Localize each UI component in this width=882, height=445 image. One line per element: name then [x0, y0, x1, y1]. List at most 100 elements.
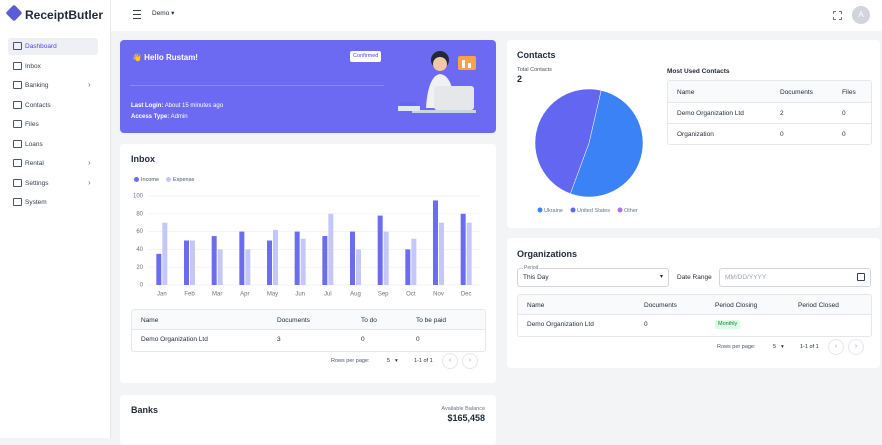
bar: [211, 236, 217, 285]
x-tick-label: Feb: [184, 292, 195, 298]
page-range: 1-1 of 1: [800, 344, 819, 350]
balance: $165,458: [447, 413, 485, 423]
contacts-table: Name Documents Files Demo Organization Ltd 2…: [667, 80, 872, 145]
x-tick-label: Apr: [240, 292, 249, 298]
table-cell: Organization: [677, 130, 714, 138]
contacts-card: Contacts Total Contacts 2 Ukraine United …: [507, 40, 880, 228]
rows-per-page-select[interactable]: 5: [387, 358, 391, 364]
nav-item[interactable]: System: [8, 194, 98, 211]
nav-chevron: ›: [88, 80, 91, 89]
table-cell: 0: [842, 130, 846, 138]
nav-chevron: ›: [88, 177, 91, 187]
nav-item[interactable]: Settings ›: [8, 175, 98, 192]
table-cell: 0: [416, 335, 420, 343]
nav-icon: [13, 120, 22, 128]
x-tick-label: Jun: [295, 292, 305, 298]
nav-label: Dashboard: [25, 43, 57, 50]
welcome-card: 👋 Hello Rustam! Confirmed Last Login: Ab…: [120, 40, 496, 133]
bar: [377, 215, 383, 285]
date-placeholder: MM/DD/YYYY: [725, 274, 767, 281]
status-badge: Confirmed: [350, 51, 382, 62]
banks-title: Banks: [131, 405, 159, 415]
nav-icon: [13, 42, 22, 50]
nav-item[interactable]: Rental ›: [8, 155, 98, 172]
nav-item[interactable]: Inbox: [8, 58, 98, 75]
sidebar: ReceiptButler Dashboard Inbox Banking › Cont…: [0, 0, 111, 438]
prev-page[interactable]: ‹: [442, 353, 458, 369]
legend-label: Expense: [173, 177, 195, 183]
next-page[interactable]: ›: [462, 353, 478, 369]
table-cell: 0: [361, 335, 365, 343]
bar: [300, 238, 306, 285]
x-tick-label: Aug: [350, 292, 361, 298]
menu-button[interactable]: [133, 10, 141, 19]
dropdown-arrow: ▾: [781, 344, 784, 350]
nav-label: Contacts: [25, 101, 51, 109]
y-tick-label: 80: [136, 211, 143, 217]
status-badge: Monthly: [715, 319, 741, 329]
nav-icon: [13, 61, 22, 70]
most-used-title: Most Used Contacts: [667, 68, 730, 75]
next-page[interactable]: ›: [848, 339, 864, 355]
nav-item[interactable]: Banking ›: [8, 77, 98, 94]
bar: [184, 240, 189, 285]
nav-icon: [13, 139, 22, 148]
nav-label: Loans: [25, 140, 43, 148]
column-header: Name: [141, 316, 159, 324]
date-input[interactable]: MM/DD/YYYY: [719, 268, 871, 287]
dropdown-arrow: ▾: [659, 274, 663, 280]
org-select[interactable]: Demo ▾: [152, 10, 175, 17]
nav-item[interactable]: Files: [8, 116, 98, 133]
bar: [322, 236, 328, 285]
bar: [217, 249, 223, 285]
nav-label: Settings: [25, 179, 49, 187]
nav-item[interactable]: Loans: [8, 136, 98, 153]
table-cell: 2: [780, 109, 784, 117]
nav-label: Files: [25, 121, 39, 128]
nav-icon: [13, 81, 22, 89]
access-label: Access Type:: [131, 114, 170, 120]
x-tick-label: May: [267, 292, 278, 298]
x-tick-label: Sep: [378, 292, 389, 298]
x-tick-label: Oct: [406, 292, 416, 298]
legend-swatch: [166, 177, 171, 182]
y-tick-label: 0: [140, 283, 144, 289]
total: 2: [517, 74, 523, 84]
column-header: To do: [361, 316, 377, 324]
column-header: Period Closed: [798, 301, 839, 309]
fullscreen-button[interactable]: [833, 11, 842, 20]
avatar[interactable]: A: [852, 6, 870, 24]
pie-slice: [570, 90, 644, 198]
period-label: Period: [523, 264, 540, 273]
bar: [383, 231, 389, 285]
table-cell: 0: [842, 109, 846, 117]
nav-icon: [13, 198, 22, 206]
period-value: This Day: [523, 274, 549, 281]
organizations-table: Name Documents Period Closing Period Closed…: [517, 294, 872, 337]
inbox-title: Inbox: [131, 154, 155, 164]
banks-card: Banks Available Balance $165,458: [120, 395, 496, 445]
x-tick-label: Nov: [433, 292, 444, 298]
rows-per-page-label: Rows per page:: [717, 344, 756, 350]
nav-item[interactable]: Dashboard: [8, 38, 98, 55]
bar: [162, 222, 168, 285]
nav-icon: [13, 178, 22, 187]
table-cell: Demo Organization Ltd: [677, 109, 744, 117]
organizations-title: Organizations: [517, 249, 578, 259]
table-header-bg: [668, 81, 871, 103]
prev-page[interactable]: ‹: [828, 339, 844, 355]
calendar-icon: [857, 273, 865, 281]
inbox-table: Name Documents To do To be paid Demo Organiz…: [131, 309, 486, 352]
rows-per-page-select[interactable]: 5: [773, 344, 777, 350]
pie-slice: [534, 88, 602, 195]
bar: [439, 222, 444, 285]
nav-item[interactable]: Contacts: [8, 97, 98, 114]
period-select[interactable]: Period This Day ▾: [517, 264, 669, 287]
row-divider: [668, 123, 871, 124]
last-login-value: About 15 minutes ago: [164, 103, 224, 109]
table-cell: 3: [277, 335, 281, 343]
bar: [328, 213, 334, 285]
nav-label: System: [25, 199, 47, 206]
legend-label: United States: [577, 208, 610, 214]
